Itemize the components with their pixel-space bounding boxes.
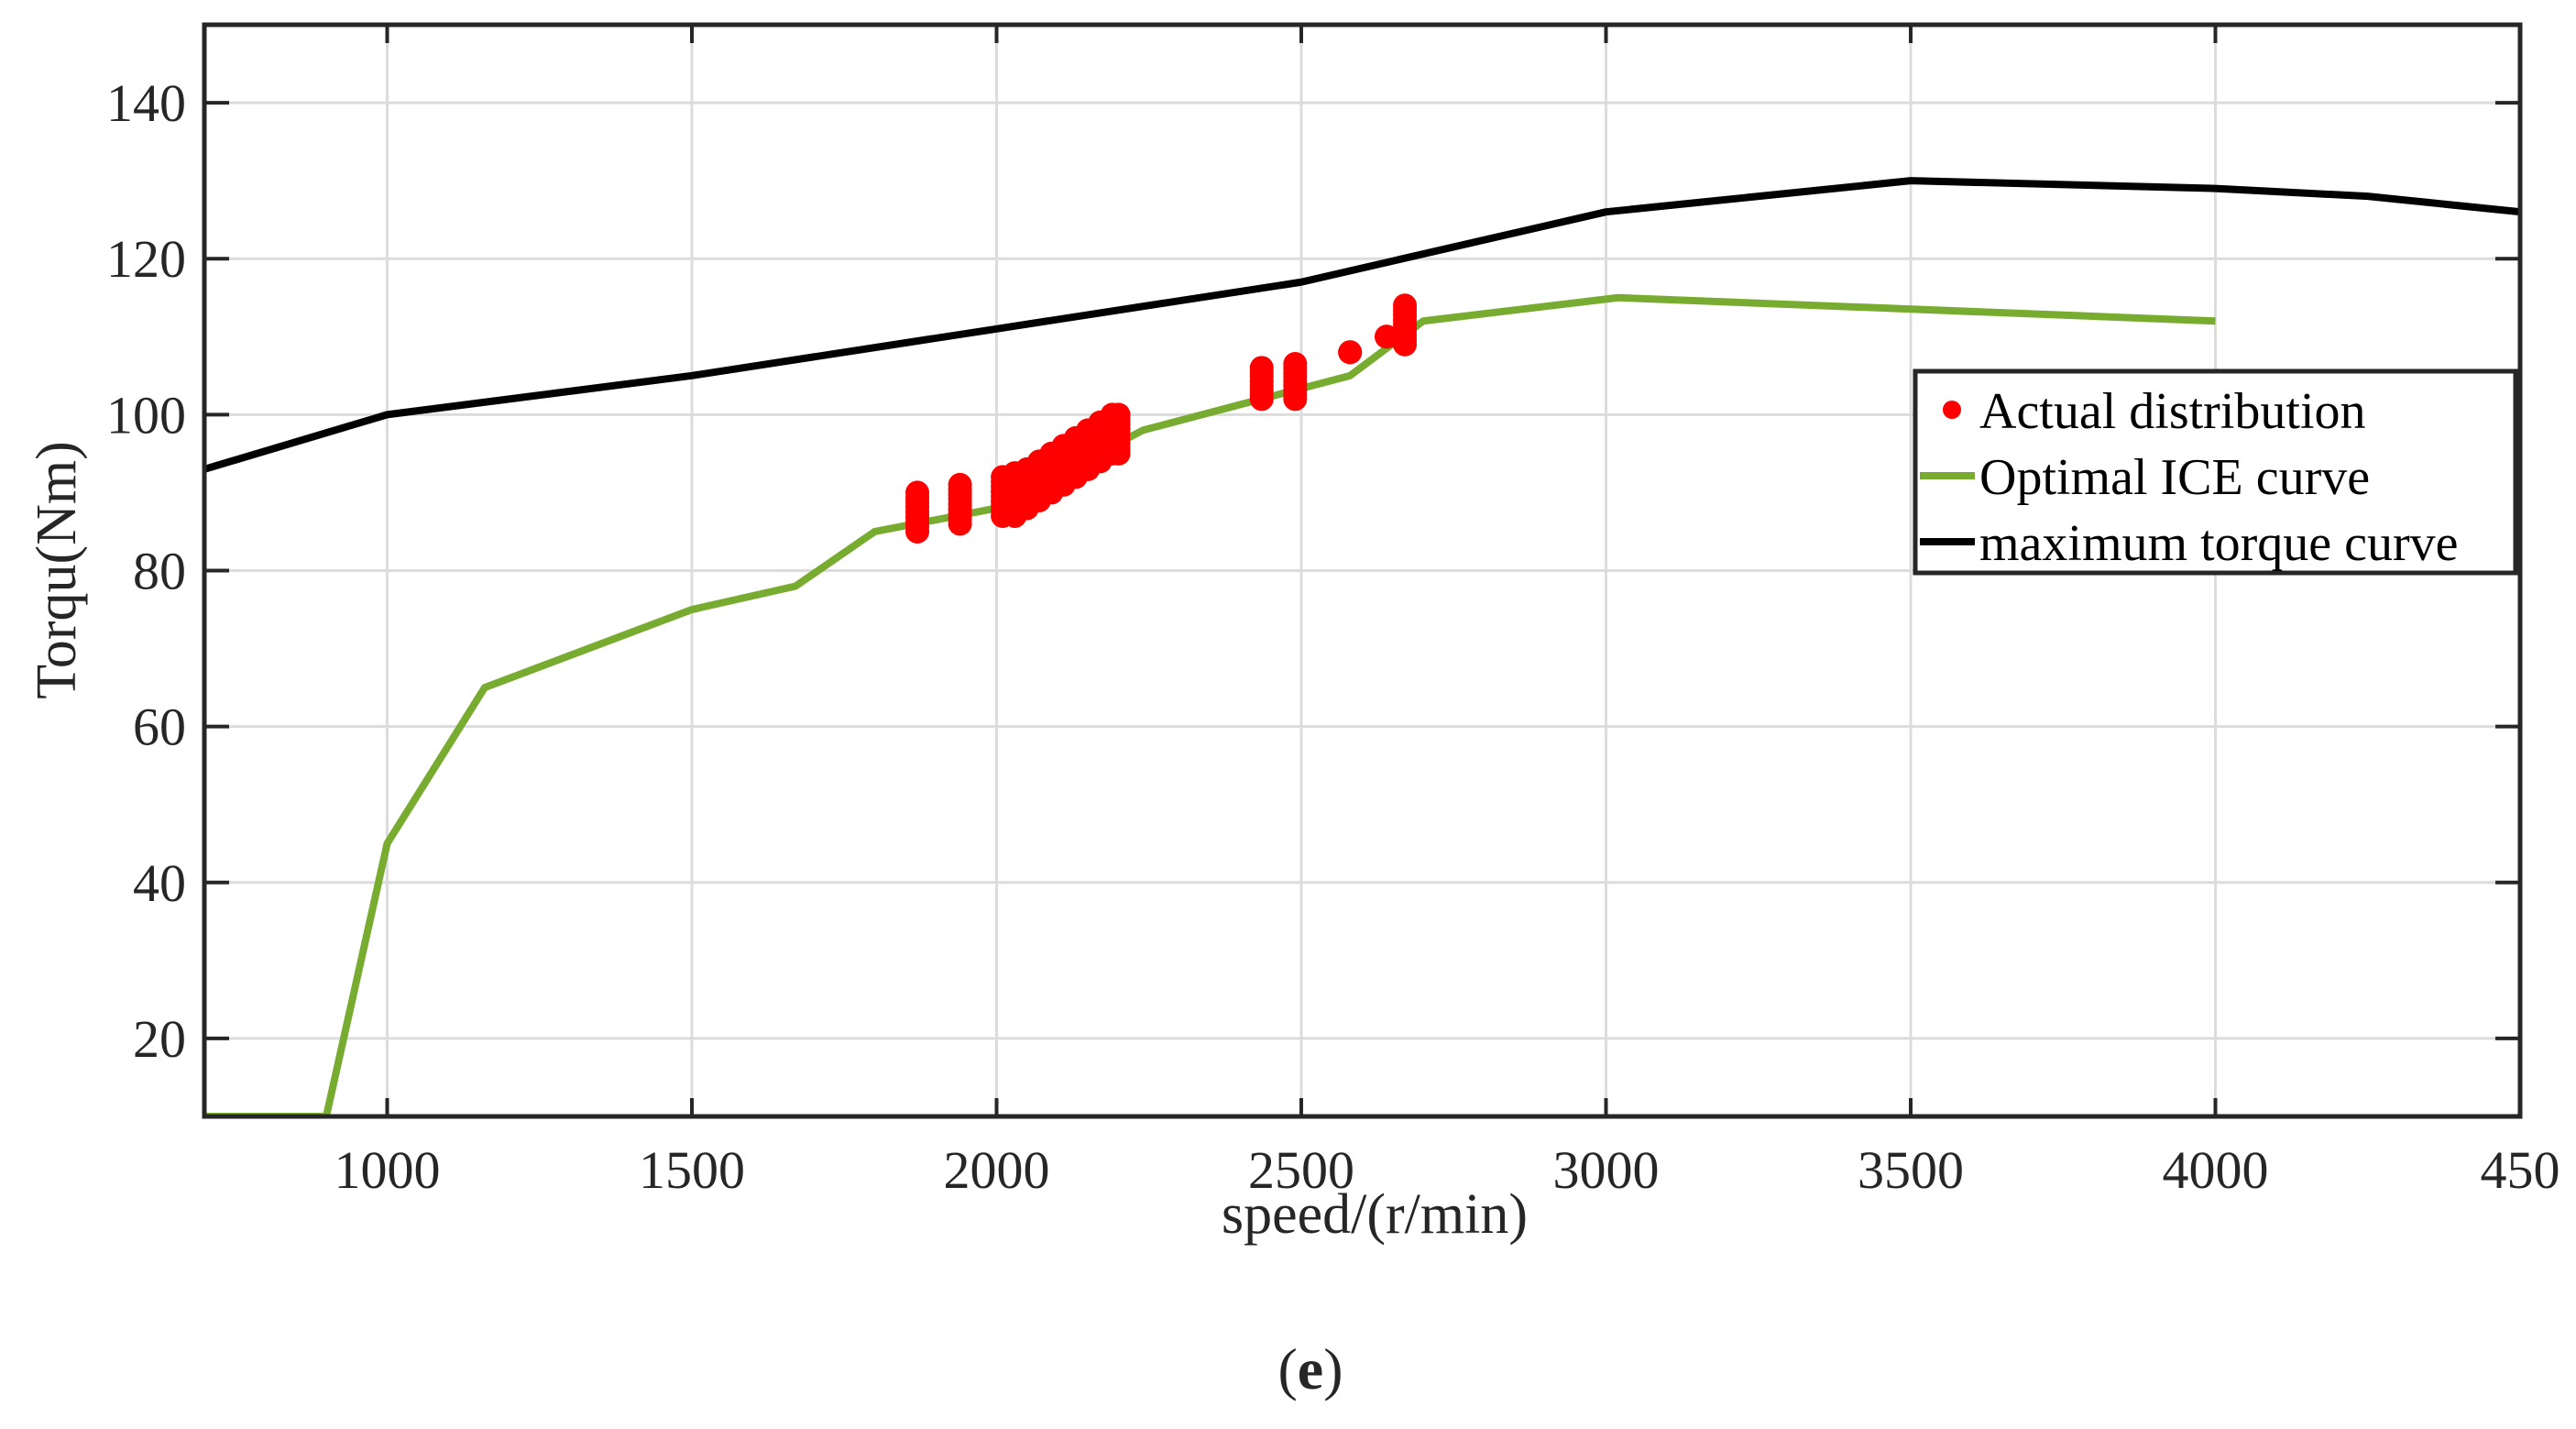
scatter-point xyxy=(1106,402,1131,427)
x-tick-label: 2500 xyxy=(1248,1140,1354,1200)
x-tick-label: 450 xyxy=(2481,1140,2560,1200)
scatter-point xyxy=(1338,340,1363,365)
legend-label: maximum torque curve xyxy=(1979,515,2459,572)
y-tick-label: 120 xyxy=(106,229,186,289)
scatter-point xyxy=(1393,293,1418,318)
legend-label: Optimal ICE curve xyxy=(1979,449,2370,506)
y-tick-label: 60 xyxy=(133,698,186,757)
y-tick-label: 100 xyxy=(106,385,186,445)
x-tick-label: 4000 xyxy=(2163,1140,2269,1200)
y-tick-label: 20 xyxy=(133,1009,186,1069)
legend-dot-icon xyxy=(1943,401,1961,419)
maximum-torque-curve-line xyxy=(204,177,2520,473)
legend-item: Optimal ICE curve xyxy=(1920,449,2370,506)
x-axis-label: speed/(r/min) xyxy=(1222,1183,1528,1246)
x-tick-label: 1500 xyxy=(639,1140,745,1200)
legend-item: Actual distribution xyxy=(1943,383,2366,440)
figure-caption: (e) xyxy=(1277,1336,1343,1402)
x-tick-label: 3500 xyxy=(1858,1140,1964,1200)
plot-area xyxy=(204,177,2520,1116)
scatter-point xyxy=(948,472,972,497)
grid-lines xyxy=(204,25,2520,1116)
scatter-point xyxy=(1249,356,1274,380)
optimal-ice-curve-line xyxy=(204,293,2216,1116)
scatter-point xyxy=(905,480,930,505)
caption-letter: e xyxy=(1298,1336,1323,1402)
legend-item: maximum torque curve xyxy=(1920,515,2459,572)
scatter-point xyxy=(1375,324,1399,349)
axes: 1000 1500 2000 2500 3000 3500 4000 450 20 40 60 80 1… xyxy=(106,22,2560,1200)
x-tick-label: 2000 xyxy=(944,1140,1050,1200)
legend: Actual distribution Optimal ICE curve maxi… xyxy=(1913,368,2518,576)
y-tick-label: 80 xyxy=(133,542,186,601)
legend-box xyxy=(1913,368,2518,576)
actual-distribution-points xyxy=(905,293,1418,544)
x-tick-label: 1000 xyxy=(334,1140,441,1200)
x-tick-label: 3000 xyxy=(1553,1140,1660,1200)
y-axis-label: Torqu(Nm) xyxy=(26,441,88,698)
y-tick-label: 140 xyxy=(106,73,186,133)
legend-label: Actual distribution xyxy=(1979,383,2366,440)
y-tick-label: 40 xyxy=(133,853,186,913)
scatter-point xyxy=(1283,352,1308,377)
